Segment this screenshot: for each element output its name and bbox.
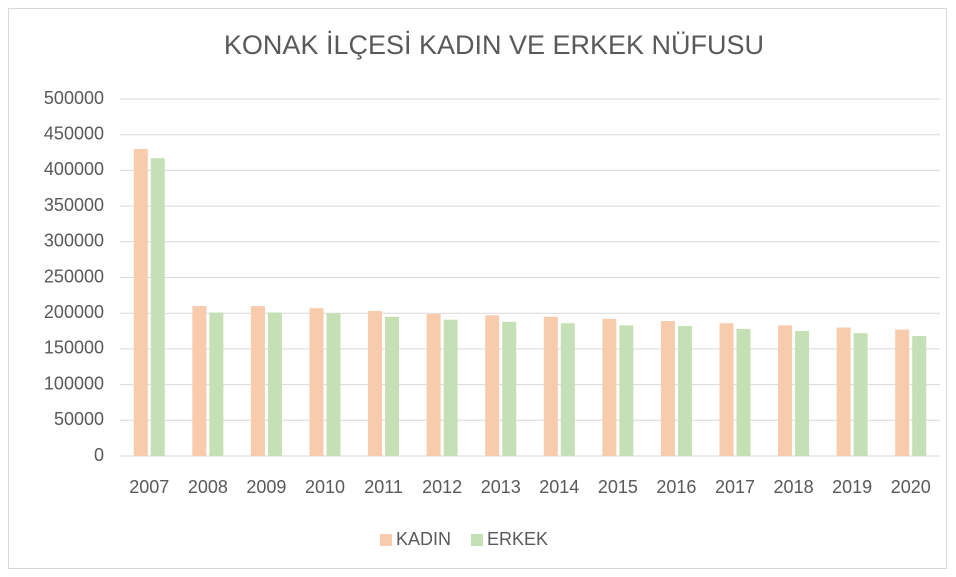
bar [853, 333, 868, 456]
y-tick-label: 0 [94, 445, 104, 465]
x-tick-label: 2016 [656, 477, 696, 497]
x-tick-label: 2018 [774, 477, 814, 497]
bar [443, 319, 458, 456]
legend-label: ERKEK [487, 529, 548, 549]
chart-border [8, 8, 947, 569]
y-tick-label: 250000 [44, 266, 104, 286]
bar [836, 327, 851, 456]
bar [778, 325, 793, 456]
chart-title: KONAK İLÇESİ KADIN VE ERKEK NÜFUSU [224, 29, 764, 60]
y-tick-label: 500000 [44, 88, 104, 108]
x-tick-label: 2020 [891, 477, 931, 497]
bar [660, 321, 675, 456]
bar [619, 325, 634, 456]
x-tick-label: 2007 [129, 477, 169, 497]
bar [326, 313, 341, 456]
x-tick-label: 2008 [188, 477, 228, 497]
y-tick-label: 350000 [44, 195, 104, 215]
legend-swatch [471, 534, 484, 546]
bar [543, 316, 558, 456]
bar [133, 148, 148, 457]
y-tick-label: 450000 [44, 123, 104, 143]
x-tick-label: 2013 [481, 477, 521, 497]
bar [385, 316, 400, 456]
bar [192, 306, 207, 456]
bar [368, 311, 383, 456]
bar [795, 331, 810, 456]
bar [267, 312, 282, 456]
x-tick-label: 2014 [539, 477, 579, 497]
legend-label: KADIN [396, 529, 451, 549]
bar [209, 312, 224, 456]
legend-swatch [380, 534, 392, 546]
y-tick-label: 400000 [44, 159, 104, 179]
bar [912, 336, 927, 456]
bar [895, 329, 910, 456]
y-tick-label: 50000 [54, 409, 104, 429]
x-tick-label: 2015 [598, 477, 638, 497]
x-tick-label: 2017 [715, 477, 755, 497]
bar [502, 321, 517, 456]
bar [677, 326, 692, 456]
bar [485, 315, 500, 456]
bar [560, 323, 575, 456]
x-tick-label: 2019 [832, 477, 872, 497]
y-tick-label: 150000 [44, 338, 104, 358]
x-tick-label: 2012 [422, 477, 462, 497]
x-tick-label: 2011 [364, 477, 403, 497]
bar [719, 323, 734, 456]
bar [426, 313, 441, 456]
bar [602, 318, 617, 456]
x-tick-label: 2010 [305, 477, 345, 497]
y-tick-label: 300000 [44, 231, 104, 251]
bar [309, 308, 324, 456]
bar [150, 158, 165, 456]
y-tick-label: 100000 [44, 373, 104, 393]
bar [250, 306, 265, 456]
x-tick-label: 2009 [246, 477, 286, 497]
y-tick-label: 200000 [44, 302, 104, 322]
bar [736, 328, 751, 456]
